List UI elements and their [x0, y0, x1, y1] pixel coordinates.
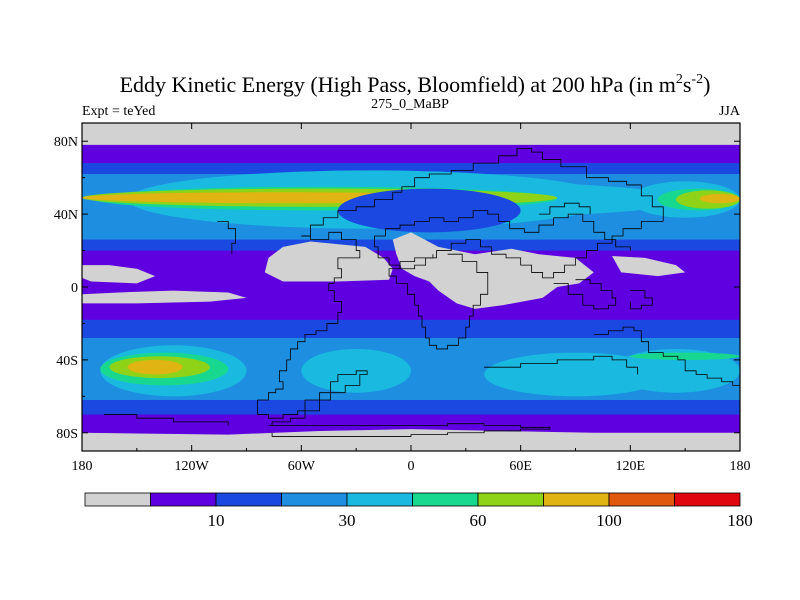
map-plot-area — [82, 123, 740, 451]
y-tick-label-2: 0 — [71, 281, 78, 296]
x-tick-label-5: 120E — [616, 459, 646, 474]
coastline-1 — [268, 423, 551, 437]
colorbar: 10 30 60 100 180 — [84, 492, 753, 530]
low-eke-region-5 — [82, 429, 740, 451]
low-eke-region-3 — [392, 232, 594, 309]
coastline-10 — [538, 202, 591, 215]
y-tick-label-4: 80S — [56, 427, 78, 442]
coastline-0 — [257, 231, 368, 426]
coastline-6 — [593, 326, 740, 390]
low-eke-region-4 — [612, 256, 686, 277]
colorbar-box-7 — [543, 492, 610, 507]
coastline-8 — [103, 414, 229, 426]
eke-band-1 — [82, 144, 740, 164]
x-tick-label-6: 180 — [730, 459, 751, 474]
colorbar-box-4 — [346, 492, 413, 507]
low-eke-region-1 — [82, 290, 247, 304]
colorbar-box-6 — [477, 492, 544, 507]
eke-contour-12 — [127, 359, 183, 375]
colorbar-box-5 — [412, 492, 479, 507]
coastline-5 — [553, 279, 617, 310]
x-tick-label-2: 60W — [288, 459, 316, 474]
eke-contour-15 — [612, 348, 740, 393]
eke-band-6 — [82, 319, 740, 339]
eke-band-2 — [82, 163, 740, 175]
chart-title: Eddy Kinetic Energy (High Pass, Bloomfie… — [120, 72, 711, 97]
colorbar-box-3 — [281, 492, 348, 507]
coastline-11 — [629, 290, 653, 310]
colorbar-label-1: 30 — [339, 511, 356, 530]
colorbar-box-0 — [84, 492, 151, 507]
y-tick-label-0: 80N — [54, 135, 78, 150]
x-tick-label-0: 180 — [72, 459, 93, 474]
colorbar-label-3: 100 — [596, 511, 622, 530]
coastline-3 — [374, 210, 664, 279]
x-tick-label-3: 0 — [408, 459, 415, 474]
y-tick-label-1: 40N — [54, 208, 78, 223]
colorbar-label-2: 60 — [470, 511, 487, 530]
eke-band-0 — [82, 123, 740, 146]
colorbar-box-8 — [608, 492, 675, 507]
coastline-4 — [388, 253, 489, 350]
low-eke-region-2 — [264, 241, 393, 282]
eke-contour-17 — [630, 352, 740, 360]
eke-band-8 — [82, 399, 740, 416]
coastline-9 — [217, 221, 236, 255]
axis-ticks: 180 120W 60W 0 60E 120E 180 80N 40N 0 40S 80S — [54, 123, 751, 474]
experiment-label: Expt = teYed — [82, 104, 155, 119]
coastline-7 — [484, 355, 639, 375]
x-tick-label-1: 120W — [175, 459, 210, 474]
colorbar-box-9 — [674, 492, 741, 507]
season-label: JJA — [719, 104, 741, 119]
colorbar-box-2 — [215, 492, 282, 507]
colorbar-label-0: 10 — [208, 511, 225, 530]
center-label: 275_0_MaBP — [371, 97, 449, 112]
x-tick-label-4: 60E — [509, 459, 532, 474]
low-eke-region-0 — [82, 265, 156, 284]
colorbar-label-4: 180 — [727, 511, 753, 530]
y-tick-label-3: 40S — [56, 354, 78, 369]
eke-contour-8 — [699, 194, 740, 204]
colorbar-box-1 — [150, 492, 217, 507]
eke-contour-16 — [337, 188, 521, 233]
coastline-2 — [301, 148, 664, 237]
